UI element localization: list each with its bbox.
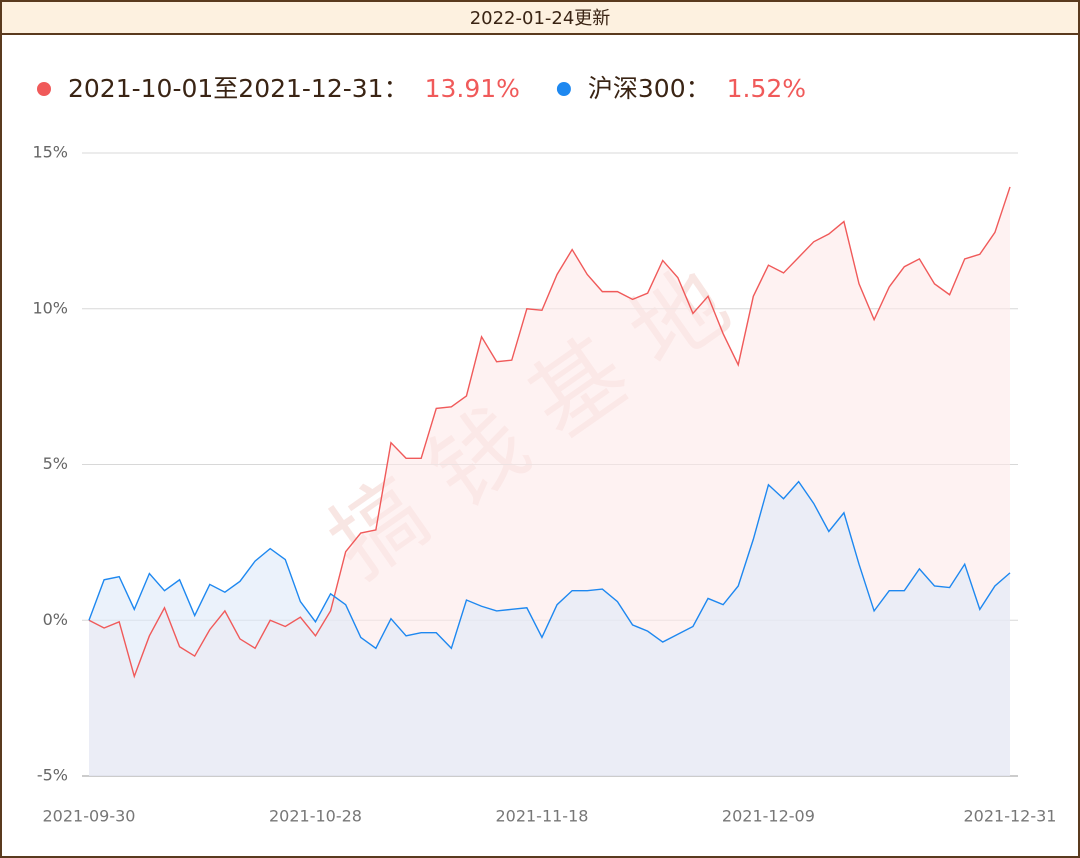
y-tick-label: 15% xyxy=(32,143,68,162)
x-tick-label: 2021-11-18 xyxy=(495,807,588,826)
legend-value: 1.52% xyxy=(727,74,806,103)
x-tick-label: 2021-09-30 xyxy=(43,807,136,826)
series-line xyxy=(88,480,1011,650)
header-bar xyxy=(0,0,1080,35)
x-tick-label: 2021-12-09 xyxy=(722,807,815,826)
legend-label: 2021-10-01至2021-12-31： xyxy=(68,74,409,103)
legend-marker xyxy=(556,82,571,96)
series-area xyxy=(89,481,1010,776)
y-tick-label: 10% xyxy=(32,298,68,317)
header-title: 2022-01-24更新 xyxy=(470,8,611,29)
y-tick-label: 5% xyxy=(43,454,68,473)
y-tick-label: 0% xyxy=(43,610,68,629)
legend-marker xyxy=(37,82,51,96)
legend-value: 13.91% xyxy=(425,74,520,103)
legend-label: 沪深300： xyxy=(588,74,711,103)
y-tick-label: -5% xyxy=(37,766,68,785)
x-tick-label: 2021-10-28 xyxy=(269,807,362,826)
series-line xyxy=(88,186,1011,679)
x-tick-label: 2021-12-31 xyxy=(964,807,1057,826)
